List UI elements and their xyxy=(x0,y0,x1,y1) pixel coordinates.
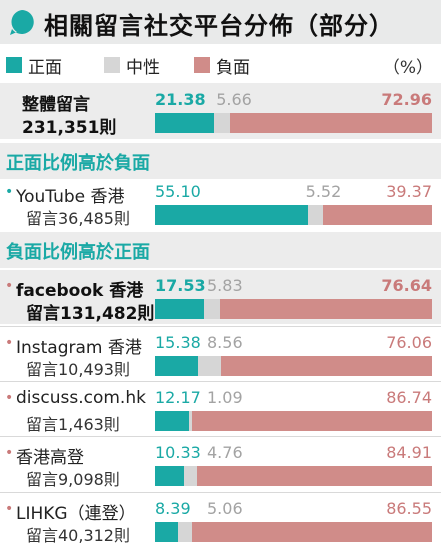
stacked-bar xyxy=(155,113,432,133)
speech-bubble-icon xyxy=(10,10,34,35)
platform-name: Instagram 香港 xyxy=(16,338,142,358)
legend-label-positive: 正面 xyxy=(28,58,62,78)
legend-swatch-neutral xyxy=(104,57,120,73)
bar-segment-neutral xyxy=(214,113,230,133)
data-label-positive: 15.38 xyxy=(155,333,201,352)
section-heading: 負面比例高於正面 xyxy=(0,232,441,268)
data-label-negative: 86.74 xyxy=(386,388,432,407)
data-label-negative: 39.37 xyxy=(386,182,432,201)
stacked-bar xyxy=(155,466,432,486)
data-label-neutral: 5.52 xyxy=(305,182,342,201)
stacked-bar xyxy=(155,356,432,376)
legend-swatch-negative xyxy=(194,57,210,73)
data-label-negative: 72.96 xyxy=(381,90,432,109)
bar-segment-positive xyxy=(155,113,215,133)
data-label-neutral: 1.09 xyxy=(207,388,243,407)
bar-segment-positive xyxy=(155,299,204,319)
bar-segment-positive xyxy=(155,466,184,486)
section-heading-text: 負面比例高於正面 xyxy=(6,242,150,263)
title-bar: 相關留言社交平台分佈（部分） xyxy=(0,0,441,44)
bar-segment-negative xyxy=(221,356,432,376)
row-bullet: • xyxy=(5,184,14,200)
bar-segment-negative xyxy=(322,205,432,225)
platform-name: 香港高登 xyxy=(16,448,84,468)
section-heading: 正面比例高於負面 xyxy=(0,143,441,179)
data-label-positive: 12.17 xyxy=(155,388,201,407)
data-label-neutral: 5.06 xyxy=(207,499,243,518)
row-bullet: • xyxy=(5,390,14,406)
comment-count: 留言9,098則 xyxy=(26,470,120,489)
data-label-neutral: 8.56 xyxy=(207,333,243,352)
legend-swatch-positive xyxy=(6,57,22,73)
bar-segment-positive xyxy=(155,356,198,376)
unit-label: （%） xyxy=(382,58,433,78)
comment-count: 留言1,463則 xyxy=(26,415,120,434)
data-label-neutral: 4.76 xyxy=(207,443,243,462)
data-label-positive: 17.53 xyxy=(155,276,206,295)
data-label-neutral: 5.66 xyxy=(216,90,252,109)
bar-segment-negative xyxy=(192,522,432,542)
stacked-bar xyxy=(155,205,432,225)
row-bullet: • xyxy=(5,278,14,294)
data-label-negative: 76.06 xyxy=(386,333,432,352)
bar-segment-negative xyxy=(191,411,432,431)
data-label-negative: 76.64 xyxy=(381,276,432,295)
row-separator xyxy=(0,326,441,327)
row-bullet: • xyxy=(5,335,14,351)
data-label-neutral: 5.83 xyxy=(207,276,243,295)
bar-segment-neutral xyxy=(183,466,197,486)
stacked-bar xyxy=(155,411,432,431)
bar-segment-neutral xyxy=(307,205,323,225)
platform-name: YouTube 香港 xyxy=(16,187,125,207)
data-label-negative: 84.91 xyxy=(386,443,432,462)
bar-segment-negative xyxy=(229,113,432,133)
comment-count: 留言36,485則 xyxy=(26,209,130,228)
bar-segment-positive xyxy=(155,205,308,225)
data-label-negative: 86.55 xyxy=(386,499,432,518)
bar-segment-negative xyxy=(196,466,432,486)
bar-segment-negative xyxy=(219,299,432,319)
bar-segment-positive xyxy=(155,411,189,431)
chart-title: 相關留言社交平台分佈（部分） xyxy=(44,11,394,40)
comment-count: 231,351則 xyxy=(22,118,117,138)
row-separator xyxy=(0,381,441,382)
stacked-bar xyxy=(155,299,432,319)
stacked-bar xyxy=(155,522,432,542)
bar-segment-neutral xyxy=(203,299,220,319)
platform-name: discuss.com.hk xyxy=(16,388,146,408)
comment-count: 留言10,493則 xyxy=(26,360,130,379)
row-bullet: • xyxy=(5,501,14,517)
comment-count: 留言40,312則 xyxy=(26,526,130,545)
row-bullet: • xyxy=(5,445,14,461)
data-label-positive: 8.39 xyxy=(155,499,191,518)
row-separator xyxy=(0,436,441,437)
data-label-positive: 55.10 xyxy=(155,182,201,201)
row-separator xyxy=(0,492,441,493)
comment-count: 留言131,482則 xyxy=(26,304,155,324)
legend: 正面 中性 負面 （%） xyxy=(0,50,441,80)
bar-segment-neutral xyxy=(188,411,192,431)
bar-segment-neutral xyxy=(178,522,193,542)
legend-label-negative: 負面 xyxy=(216,58,250,78)
section-heading-text: 正面比例高於負面 xyxy=(6,153,150,174)
bar-segment-neutral xyxy=(197,356,222,376)
data-label-positive: 21.38 xyxy=(155,90,206,109)
data-label-positive: 10.33 xyxy=(155,443,201,462)
legend-label-neutral: 中性 xyxy=(126,58,160,78)
bar-segment-positive xyxy=(155,522,179,542)
platform-name: LIHKG（連登） xyxy=(16,504,136,524)
platform-name: 整體留言 xyxy=(22,95,90,115)
platform-name: facebook 香港 xyxy=(16,281,144,301)
